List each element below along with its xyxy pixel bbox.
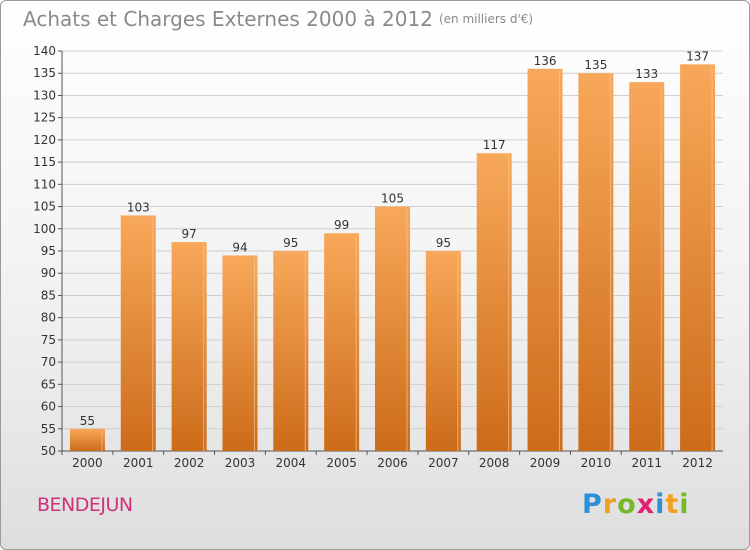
data-label: 97 (181, 227, 196, 241)
y-tick-label: 50 (41, 444, 56, 458)
x-tick-label: 2002 (174, 456, 205, 470)
y-tick-label: 105 (33, 200, 56, 214)
y-tick-label: 85 (41, 288, 56, 302)
data-label: 103 (127, 200, 150, 214)
x-tick-label: 2006 (377, 456, 408, 470)
y-tick-label: 130 (33, 88, 56, 102)
bar (222, 255, 258, 451)
x-tick-label: 2008 (479, 456, 510, 470)
bar (324, 233, 360, 451)
y-tick-label: 60 (41, 400, 56, 414)
data-label: 117 (483, 138, 506, 152)
y-tick-label: 110 (33, 177, 56, 191)
x-tick-label: 2003 (225, 456, 256, 470)
x-tick-label: 2005 (326, 456, 357, 470)
bar (171, 242, 207, 451)
bar (273, 251, 309, 451)
data-label: 136 (534, 54, 557, 68)
x-tick-label: 2001 (123, 456, 154, 470)
y-tick-label: 95 (41, 244, 56, 258)
bar (527, 68, 563, 452)
x-tick-label: 2010 (581, 456, 612, 470)
bar (629, 82, 665, 451)
data-label: 55 (80, 414, 95, 428)
unit-label: (en milliers d'€) (438, 12, 534, 26)
y-tick-label: 90 (41, 266, 56, 280)
title-text: Achats et Charges Externes 2000 à 2012 (23, 7, 433, 31)
proxiti-logo: Proxiti (582, 489, 690, 520)
data-label: 137 (686, 49, 709, 63)
bar (578, 73, 614, 451)
y-tick-label: 70 (41, 355, 56, 369)
y-tick-label: 120 (33, 133, 56, 147)
bar (69, 428, 105, 451)
data-label: 133 (635, 67, 658, 81)
data-label: 95 (283, 236, 298, 250)
y-tick-label: 135 (33, 66, 56, 80)
x-tick-label: 2000 (72, 456, 103, 470)
y-tick-label: 140 (33, 44, 56, 58)
region-label: BENDEJUN (37, 494, 133, 516)
x-tick-label: 2009 (530, 456, 561, 470)
y-tick-label: 55 (41, 422, 56, 436)
x-tick-label: 2011 (631, 456, 662, 470)
bar (120, 215, 156, 451)
data-label: 105 (381, 192, 404, 206)
bar (425, 251, 461, 451)
data-label: 95 (436, 236, 451, 250)
y-tick-label: 80 (41, 311, 56, 325)
chart-title: Achats et Charges Externes 2000 à 2012 (e… (23, 7, 533, 31)
y-tick-label: 115 (33, 155, 56, 169)
x-tick-label: 2007 (428, 456, 459, 470)
y-tick-label: 100 (33, 222, 56, 236)
x-tick-label: 2012 (682, 456, 713, 470)
logo-letter: P (582, 489, 603, 520)
data-label: 94 (232, 240, 247, 254)
x-tick-label: 2004 (276, 456, 307, 470)
data-label: 135 (584, 58, 607, 72)
logo-letter: i (679, 489, 690, 520)
logo-letter: r (602, 489, 618, 520)
bar (476, 153, 512, 451)
y-tick-label: 75 (41, 333, 56, 347)
y-tick-label: 65 (41, 377, 56, 391)
logo-letter: t (665, 489, 680, 520)
bar (375, 206, 410, 451)
y-tick-label: 125 (33, 111, 56, 125)
logo-letter: o (617, 489, 637, 520)
data-label: 99 (334, 218, 349, 232)
logo-letter: x (636, 489, 656, 520)
logo-letter: i (655, 489, 666, 520)
bar (680, 64, 716, 452)
